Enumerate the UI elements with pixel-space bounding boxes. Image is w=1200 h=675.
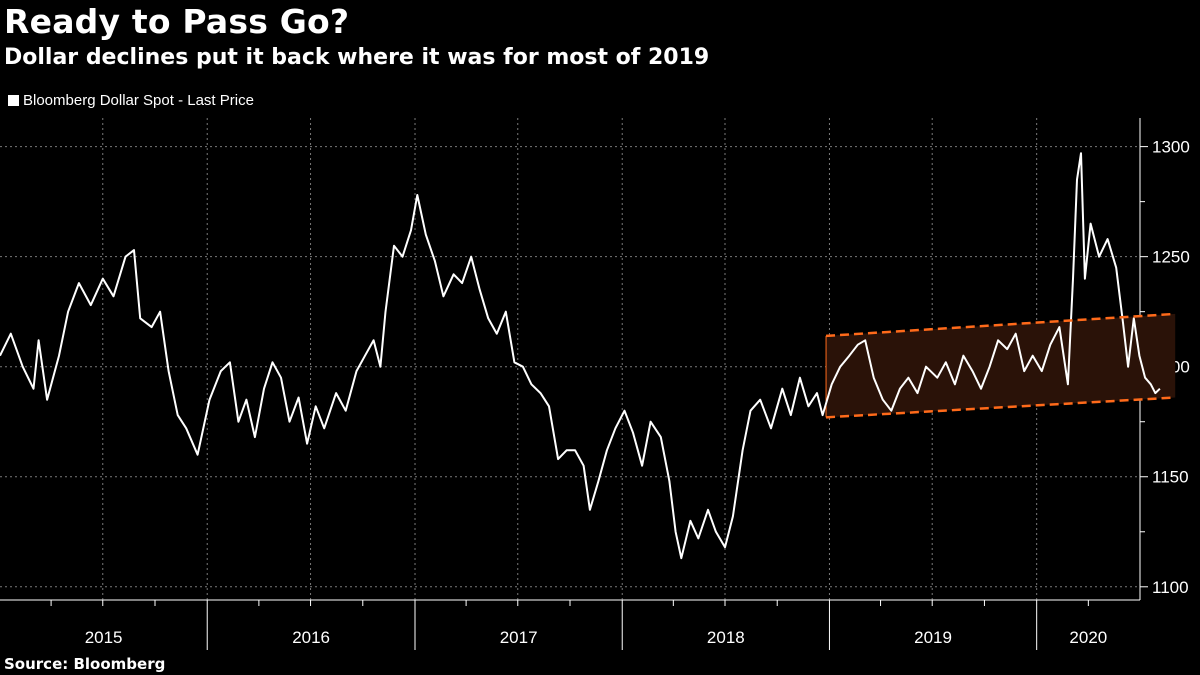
chart-subtitle: Dollar declines put it back where it was… xyxy=(4,45,710,70)
channel-upper-line xyxy=(825,312,1176,338)
series-line-dollar-spot xyxy=(0,152,1161,560)
y-tick-label: 1150 xyxy=(1152,468,1189,487)
x-tick-label: 2018 xyxy=(707,628,745,647)
source-note: Source: Bloomberg xyxy=(4,655,166,673)
y-tick-label: 1300 xyxy=(1152,138,1190,157)
chart-title: Ready to Pass Go? xyxy=(4,2,350,41)
y-tick-label: 1100 xyxy=(1152,578,1189,597)
x-tick-label: 2020 xyxy=(1069,628,1107,647)
channel-lower-line xyxy=(825,396,1176,419)
x-tick-label: 2015 xyxy=(85,628,123,647)
channel-band xyxy=(826,313,1176,418)
y-tick-label: 1250 xyxy=(1152,248,1190,267)
legend-swatch xyxy=(8,95,19,106)
legend: Bloomberg Dollar Spot - Last Price xyxy=(8,92,254,109)
x-tick-label: 2019 xyxy=(914,628,952,647)
legend-label: Bloomberg Dollar Spot - Last Price xyxy=(23,92,254,109)
x-tick-label: 2016 xyxy=(292,628,330,647)
x-tick-label: 2017 xyxy=(500,628,538,647)
